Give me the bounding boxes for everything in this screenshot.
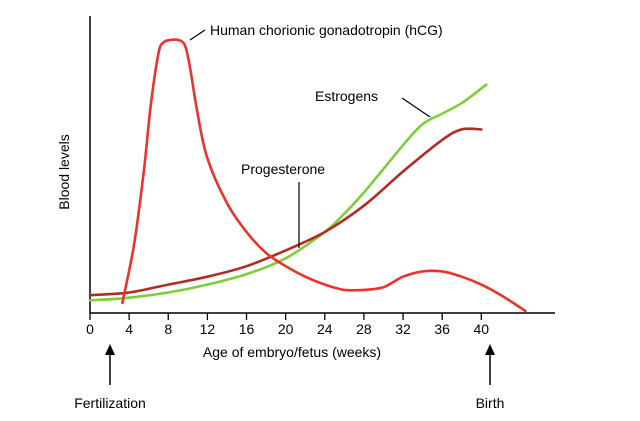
x-tick-label: 12 xyxy=(200,321,216,337)
fertilization-arrow-head xyxy=(105,344,115,355)
fertilization-marker: Fertilization xyxy=(74,344,146,411)
hcg-label-leader xyxy=(189,29,206,41)
fertilization-label: Fertilization xyxy=(74,395,146,411)
hcg-line xyxy=(121,38,527,313)
x-tick-label: 40 xyxy=(474,321,490,337)
hcg-series-label: Human chorionic gonadotropin (hCG) xyxy=(210,22,443,38)
x-axis-tick-labels: 0 4 8 12 16 20 24 28 32 36 40 xyxy=(86,321,489,337)
x-tick-label: 28 xyxy=(356,321,372,337)
estrogens-line xyxy=(88,83,488,302)
estrogens-label-leader xyxy=(401,97,431,118)
y-axis-title: Blood levels xyxy=(56,134,72,210)
birth-marker: Birth xyxy=(476,344,505,411)
x-tick-label: 24 xyxy=(317,321,333,337)
x-tick-label: 16 xyxy=(239,321,255,337)
birth-label: Birth xyxy=(476,395,505,411)
estrogens-series-label: Estrogens xyxy=(315,88,378,104)
x-tick-label: 8 xyxy=(164,321,172,337)
x-axis-ticks xyxy=(89,313,482,320)
x-tick-label: 0 xyxy=(86,321,94,337)
x-tick-label: 20 xyxy=(278,321,294,337)
x-tick-label: 36 xyxy=(434,321,450,337)
progesterone-line xyxy=(88,127,483,297)
progesterone-series-label: Progesterone xyxy=(241,161,325,177)
series-layer xyxy=(88,38,527,313)
x-axis-title: Age of embryo/fetus (weeks) xyxy=(203,344,381,360)
birth-arrow-head xyxy=(485,344,495,355)
x-tick-label: 4 xyxy=(125,321,133,337)
x-tick-label: 32 xyxy=(395,321,411,337)
